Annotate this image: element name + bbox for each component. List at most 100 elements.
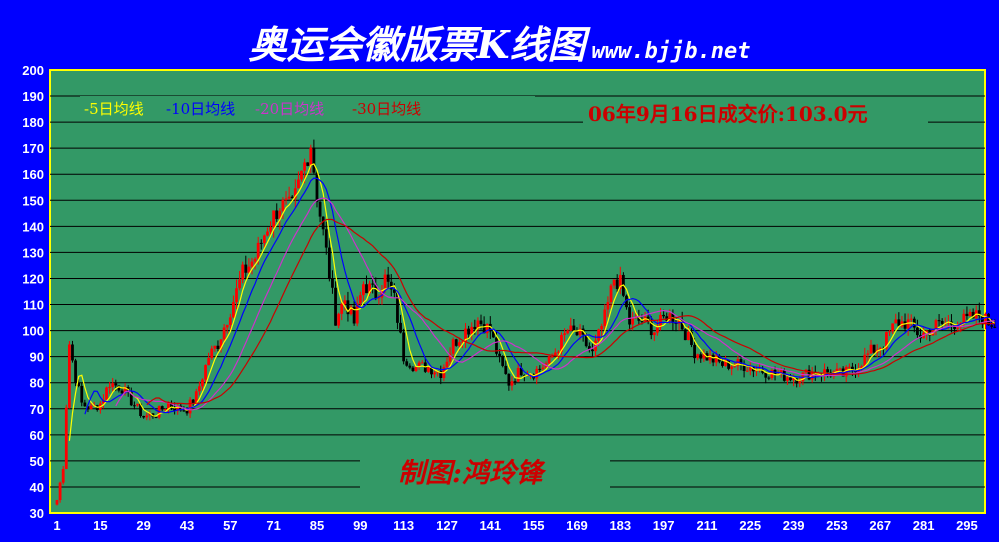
candle-body [498,353,501,356]
candle-body [702,353,706,359]
x-tick-label: 225 [739,518,761,533]
candle-body [872,344,876,353]
x-tick-labels: 1 15 29 43 57 71 85 99 113 127 141 155 169 183 197 211 2… [53,518,977,533]
candle-body [176,405,180,411]
candle-body [748,367,752,371]
candle-body [120,390,124,394]
candle-body [479,320,483,325]
candle-body [553,352,557,357]
candle-body [154,416,158,418]
x-tick-label: 239 [783,518,805,533]
candle-body [739,359,743,364]
candle-body [451,339,455,354]
candle-body [847,366,851,368]
candle-body [117,385,121,391]
y-tick-label: 180 [22,115,44,130]
candle-body [491,331,495,338]
candle-body [405,361,409,366]
y-tick-label: 80 [30,376,44,391]
candle-body [368,283,371,294]
candle-body [612,279,616,286]
candle-body [318,201,322,217]
candle-body [863,354,867,367]
candle-body [894,319,898,324]
candle-body [563,333,566,336]
y-tick-label: 160 [22,167,44,182]
candle-body [937,320,941,322]
y-tick-label: 90 [30,350,44,365]
candle-body [83,402,87,407]
candle-body [745,370,749,372]
candle-body [278,210,282,220]
candle-body [501,355,505,366]
candle-body [179,405,183,411]
candle-body [201,379,204,387]
candle-body [334,287,337,326]
candle-body [826,369,830,373]
candle-body [427,367,430,372]
candle-body [473,326,477,330]
candle-body [185,410,189,414]
candle-body [628,307,631,325]
candle-body [396,292,399,323]
candle-body [733,365,737,367]
candle-body [340,303,344,314]
legend-ma30: -30日均线 [352,100,421,118]
candle-body [374,284,378,299]
x-tick-label: 71 [266,518,280,533]
candle-body [665,316,669,321]
candle-body [173,407,177,411]
candles [55,139,997,506]
candle-body [990,325,994,327]
y-tick-label: 100 [22,324,44,339]
candle-body [835,368,839,372]
candle-body [625,295,628,308]
candle-body [222,327,226,340]
candle-body [860,366,864,369]
y-tick-label: 130 [22,245,44,260]
candle-body [560,335,563,352]
credit-backdrop [360,450,610,490]
candle-body [569,325,573,331]
candle-body [891,323,895,332]
candle-body [909,318,913,320]
candle-body [516,367,520,382]
candle-body [984,313,987,325]
candle-body [352,306,356,324]
candle-body [386,274,390,282]
candle-body [167,403,170,410]
chart-title: 奥运会徽版票K线图 www.bjjb.net [0,14,999,69]
candle-body [346,300,350,315]
candle-body [550,356,554,358]
candle-body [132,405,136,407]
candle-body [869,344,873,354]
candle-body [513,381,517,383]
y-tick-label: 50 [30,454,44,469]
candle-body [786,377,789,381]
y-tick-label: 110 [23,298,44,313]
x-tick-label: 211 [696,518,717,533]
y-tick-label: 30 [30,506,44,521]
candle-body [556,351,560,353]
candle-body [934,320,938,330]
candle-body [683,329,687,341]
plot-area [49,69,986,514]
candle-body [349,306,353,315]
x-tick-label: 99 [353,518,367,533]
candle-body [541,367,545,369]
candle-body [495,337,498,354]
candle-body [312,147,316,173]
candle-body [476,320,480,330]
candle-body [71,344,74,361]
candle-body [779,370,783,375]
candle-body [659,314,662,328]
candle-body [575,330,579,336]
candle-body [188,399,192,414]
y-tick-label: 140 [22,219,44,234]
candle-body [163,409,167,411]
candle-body [711,354,715,363]
candle-body [123,387,127,394]
candle-body [194,391,198,404]
candle-body [906,319,910,329]
